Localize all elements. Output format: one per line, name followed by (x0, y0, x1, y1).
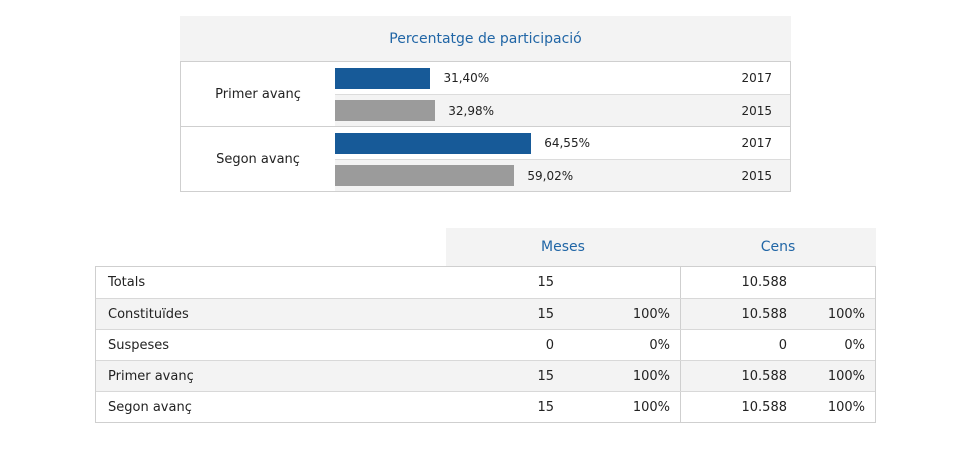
meses-percent: 100% (632, 368, 670, 384)
table-row: Constituïdes 15 100% 10.588 100% (96, 298, 875, 329)
meses-value: 15 (537, 275, 554, 290)
cens-percent: 0% (844, 337, 865, 353)
participation-bar (335, 165, 515, 186)
cens-value: 10.588 (741, 368, 788, 384)
bar-row-2015: 32,98% 2015 (335, 94, 790, 126)
stats-header: Meses Cens (95, 228, 876, 266)
row-label: Segon avanç (108, 399, 192, 415)
participation-bar (335, 67, 431, 89)
cens-percent: 100% (827, 399, 865, 415)
meses-value: 15 (537, 399, 554, 415)
cens-value: 10.588 (741, 399, 788, 415)
year-label: 2017 (741, 71, 772, 85)
table-row: Primer avanç 15 100% 10.588 100% (96, 360, 875, 391)
cens-value: 10.588 (741, 306, 788, 322)
cens-value: 0 (778, 337, 787, 353)
bar-value-label: 59,02% (527, 168, 574, 183)
year-label: 2017 (741, 136, 772, 150)
participation-bar (335, 100, 436, 121)
bar-row-2017: 64,55% 2017 (335, 127, 790, 159)
meses-value: 15 (537, 368, 554, 384)
cens-percent: 100% (827, 306, 865, 322)
bar-value-label: 31,40% (443, 71, 490, 85)
participation-title: Percentatge de participació (180, 16, 791, 61)
row-label: Primer avanç (108, 368, 194, 384)
stats-table: Meses Cens Totals 15 10.588 Constituïdes 15 1… (95, 228, 876, 423)
group-label: Primer avanç (215, 86, 301, 102)
participation-bar (335, 132, 532, 154)
group-segon-avanc: Segon avanç 64,55% 2017 59,02% 2015 (181, 126, 790, 191)
meses-value: 15 (537, 306, 554, 322)
table-row: Segon avanç 15 100% 10.588 100% (96, 391, 875, 422)
meses-value: 0 (545, 337, 554, 353)
meses-percent: 100% (632, 306, 670, 322)
meses-percent: 100% (632, 399, 670, 415)
table-row: Totals 15 10.588 (96, 267, 875, 298)
meses-percent: 0% (649, 337, 670, 353)
bar-row-2015: 59,02% 2015 (335, 159, 790, 191)
bar-value-label: 32,98% (448, 103, 495, 118)
row-label: Constituïdes (108, 306, 189, 322)
header-meses: Meses (446, 228, 680, 266)
row-label: Totals (108, 275, 146, 290)
cens-percent: 100% (827, 368, 865, 384)
participation-bars: Primer avanç 31,40% 2017 32,98% 2015 (180, 61, 791, 192)
group-primer-avanc: Primer avanç 31,40% 2017 32,98% 2015 (181, 61, 790, 126)
cens-value: 10.588 (741, 275, 788, 290)
header-cens: Cens (680, 228, 876, 266)
participation-widget: Percentatge de participació Primer avanç… (180, 16, 791, 192)
year-label: 2015 (741, 103, 772, 118)
group-label: Segon avanç (216, 151, 300, 167)
bar-value-label: 64,55% (544, 136, 590, 150)
row-label: Suspeses (108, 337, 170, 353)
bar-row-2017: 31,40% 2017 (335, 62, 790, 94)
table-row: Suspeses 0 0% 0 0% (96, 329, 875, 360)
stats-body: Totals 15 10.588 Constituïdes 15 100% 10.588 10… (95, 266, 876, 423)
year-label: 2015 (741, 168, 772, 183)
